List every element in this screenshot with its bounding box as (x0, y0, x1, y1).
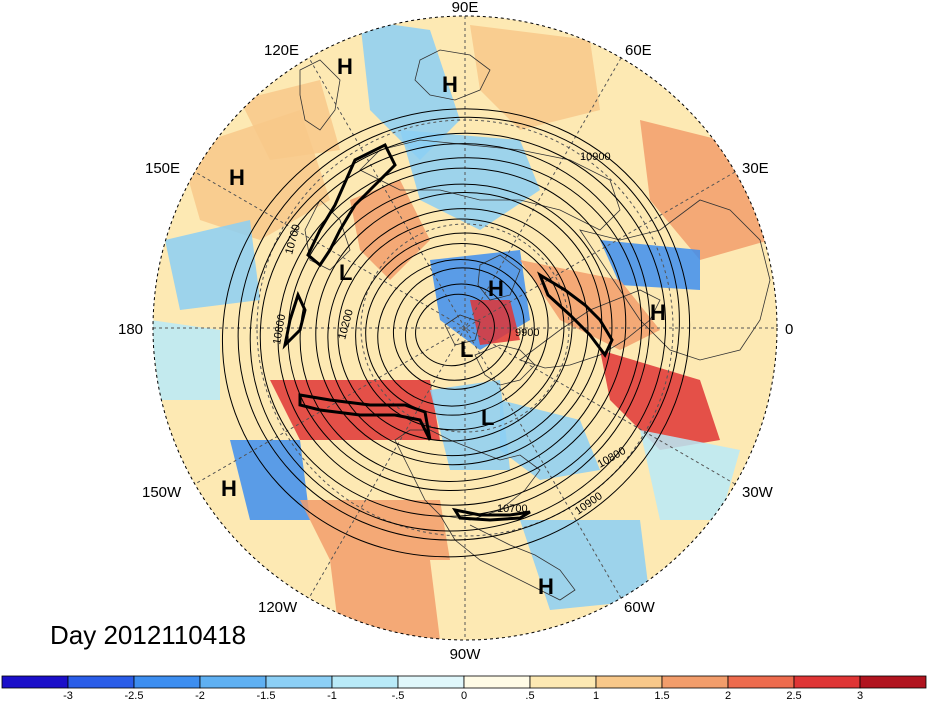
anomaly-patch (470, 300, 520, 345)
colorbar-tick-label: 1.5 (654, 690, 669, 702)
colorbar-swatch (595, 675, 663, 689)
height-contour (392, 267, 525, 390)
colorbar-swatch (67, 675, 135, 689)
height-contour (287, 167, 627, 492)
height-contour (327, 208, 589, 457)
height-contour (299, 183, 613, 482)
map-border (152, 15, 778, 641)
height-contour (415, 293, 495, 367)
colorbar-swatch (1, 675, 69, 689)
anomaly-patch (240, 80, 340, 160)
height-contour (237, 116, 680, 541)
lon-label-90w: 90W (450, 646, 482, 663)
colorbar-swatch (331, 675, 399, 689)
lon-label-30e: 30E (742, 160, 769, 177)
colorbar-tick-label: -2 (195, 690, 205, 702)
contour-label: 10700 (497, 503, 528, 515)
colorbar-tick-label: 0 (461, 690, 467, 702)
colorbar-swatch (859, 675, 927, 689)
colorbar-tick-label: .5 (525, 690, 534, 702)
colorbar-swatch (199, 675, 267, 689)
lon-label-150e: 150E (145, 160, 180, 177)
high-center: H (221, 476, 237, 501)
lon-label-60w: 60W (624, 599, 656, 616)
colorbar-swatch (529, 675, 597, 689)
colorbar-swatch (793, 675, 861, 689)
lon-label-90e: 90E (452, 0, 479, 16)
height-contour (249, 132, 667, 532)
anomaly-patch (500, 400, 600, 480)
anomaly-patch (430, 380, 510, 470)
colorbar-swatch (463, 675, 531, 689)
anomaly-patch (300, 500, 450, 560)
graticule (153, 16, 777, 640)
height-contour (405, 283, 511, 381)
colorbar-swatch (265, 675, 333, 689)
height-contour (377, 259, 535, 407)
contour-label: 10900 (580, 151, 611, 163)
high-center: H (650, 300, 666, 325)
anomaly-patch (520, 520, 650, 610)
colorbar-tick-label: 2.5 (786, 690, 801, 702)
height-contour (315, 192, 603, 466)
anomaly-patch (230, 440, 310, 520)
anomaly-patch (270, 380, 440, 440)
lon-label-0: 0 (785, 321, 793, 338)
contour-label: 9900 (515, 327, 539, 339)
height-contour (277, 157, 643, 506)
anomaly-patch (330, 560, 440, 640)
lon-label-30w: 30W (742, 484, 774, 501)
colorbar-tick-label: -.5 (392, 690, 405, 702)
anomaly-patch (400, 130, 540, 230)
colorbar-swatch (133, 675, 201, 689)
colorbar-swatch (661, 675, 729, 689)
low-center: L (339, 260, 352, 285)
high-center: H (337, 54, 353, 79)
low-center: L (460, 337, 473, 362)
jet-streak-contours (282, 142, 614, 522)
height-contour (355, 232, 565, 431)
colorbar-tick-label: 2 (725, 690, 731, 702)
lon-label-60e: 60E (625, 42, 652, 59)
anomaly-patch (153, 320, 220, 400)
lon-label-180: 180 (118, 321, 143, 338)
colorbar-swatch (397, 675, 465, 689)
colorbar-tick-label: -1.5 (257, 690, 276, 702)
colorbar-tick-label: -1 (327, 690, 337, 702)
anomaly-patch (165, 220, 260, 310)
pressure-centers: H H H L H H L L H H (221, 54, 666, 599)
colorbar-tick-label: 3 (857, 690, 863, 702)
anomaly-patch (470, 25, 600, 130)
contour-label: 10800 (271, 313, 288, 345)
longitude-labels: 90E 60E 30E 0 30W 60W 90W 120W 150W 180 … (118, 0, 793, 663)
anomaly-patch (640, 430, 740, 520)
high-center: H (442, 72, 458, 97)
high-center: H (488, 276, 504, 301)
anomaly-patch (360, 20, 460, 160)
high-center: H (229, 165, 245, 190)
colorbar-tick-label: 1 (593, 690, 599, 702)
low-center: L (481, 405, 494, 430)
colorbar: -3 -2.5 -2 -1.5 -1 -.5 0 .5 1 1.5 2 2.5 3 (1, 675, 927, 702)
high-center: H (538, 574, 554, 599)
height-contour (365, 242, 549, 416)
lon-label-120w: 120W (258, 599, 298, 616)
colorbar-tick-label: -2.5 (125, 690, 144, 702)
colorbar-tick-label: -3 (63, 690, 73, 702)
lon-label-120e: 120E (264, 42, 299, 59)
height-contour (221, 108, 691, 558)
day-label: Day 2012110418 (50, 620, 246, 650)
colorbar-swatch (727, 675, 795, 689)
lon-label-150w: 150W (142, 484, 182, 501)
